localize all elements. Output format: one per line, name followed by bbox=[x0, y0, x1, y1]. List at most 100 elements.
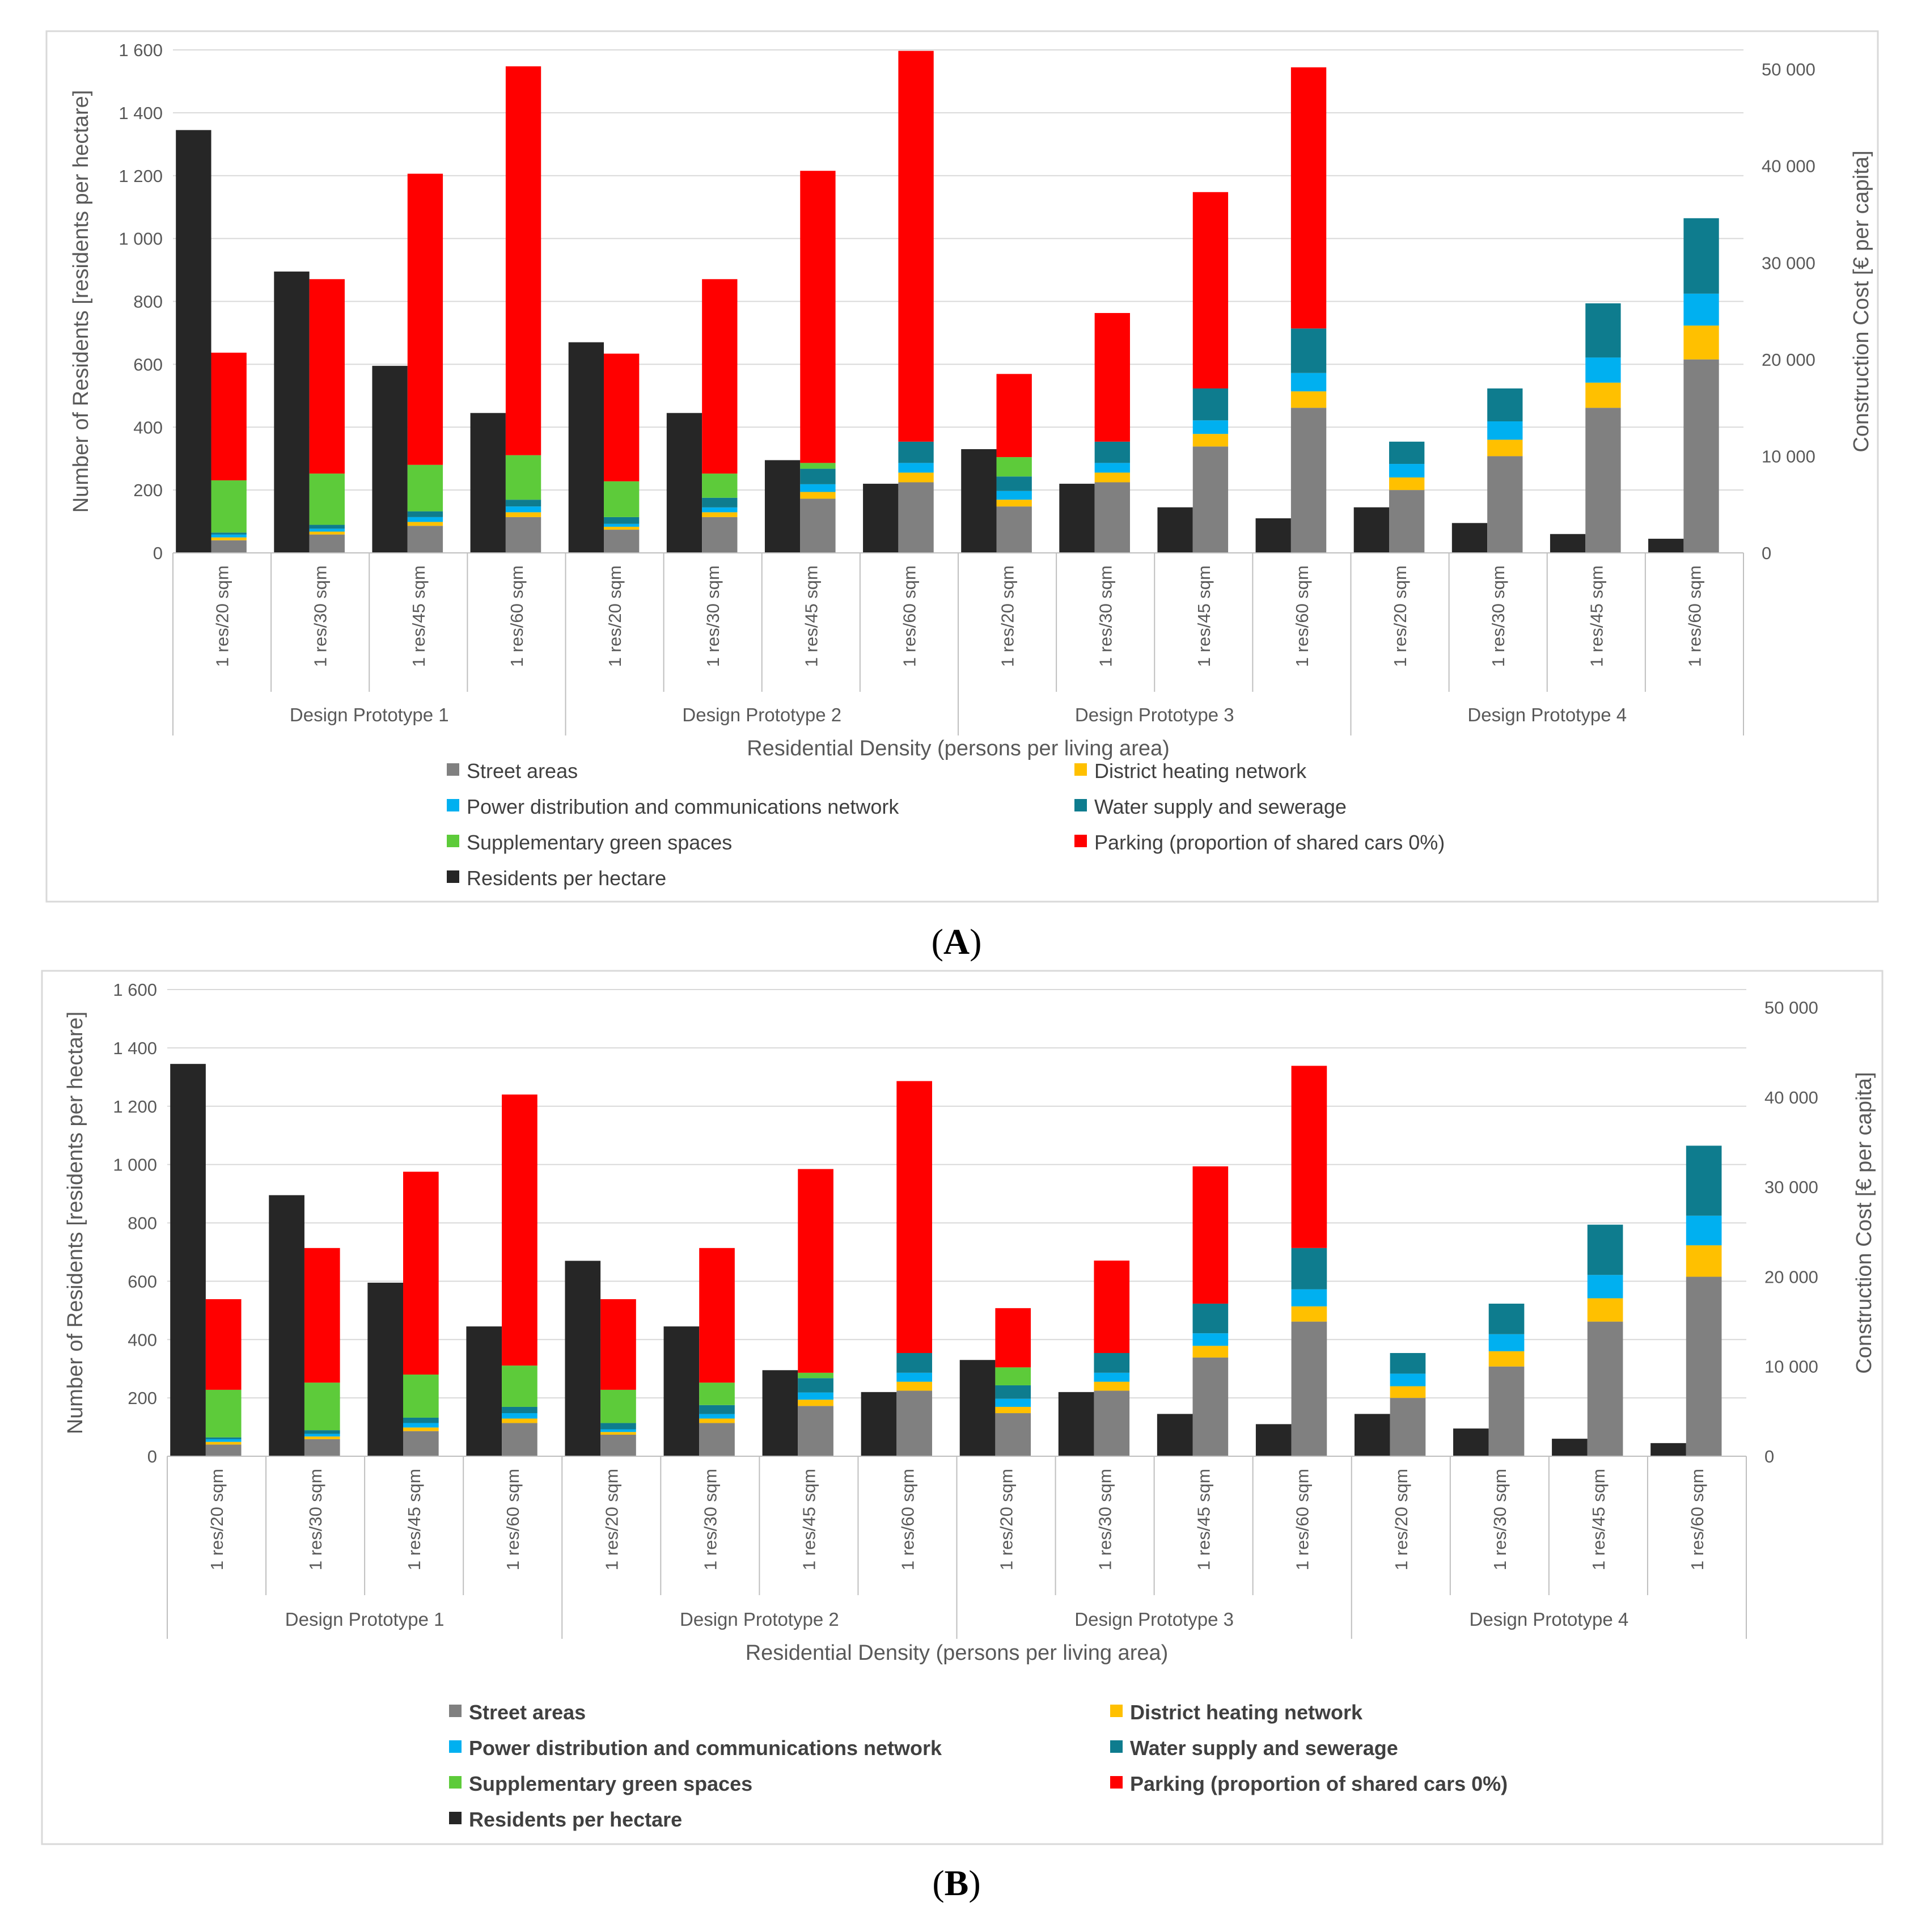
category-label: 1 res/30 sqm bbox=[306, 1469, 325, 1570]
heating-bar-segment bbox=[996, 500, 1032, 507]
power-bar-segment bbox=[1390, 1373, 1426, 1386]
parking-bar-segment bbox=[1291, 1066, 1327, 1248]
power-bar-segment bbox=[1488, 1334, 1525, 1351]
parking-bar-segment bbox=[407, 174, 443, 465]
category-label: 1 res/30 sqm bbox=[1095, 1469, 1115, 1570]
heating-bar-segment bbox=[1683, 325, 1719, 360]
street-bar-segment bbox=[798, 1406, 833, 1456]
category-label: 1 res/30 sqm bbox=[1490, 1469, 1510, 1570]
y-left-tick-label: 0 bbox=[147, 1447, 157, 1466]
water-bar-segment bbox=[1290, 328, 1327, 373]
parking-bar-segment bbox=[898, 50, 934, 442]
heating-legend-swatch bbox=[1110, 1705, 1123, 1717]
parking-bar-segment bbox=[205, 1299, 242, 1390]
heating-bar-segment bbox=[1488, 1351, 1525, 1367]
heating-bar-segment bbox=[211, 537, 247, 540]
y-left-tick-label: 1 400 bbox=[118, 103, 163, 123]
legend-label-parking: Parking (proportion of shared cars 0%) bbox=[1130, 1772, 1508, 1795]
heating-bar-segment bbox=[205, 1441, 242, 1445]
street-bar-segment bbox=[702, 517, 738, 553]
group-label: Design Prototype 2 bbox=[680, 1609, 839, 1630]
street-bar-segment bbox=[1389, 490, 1425, 553]
green-bar-segment bbox=[996, 457, 1032, 477]
water-bar-segment bbox=[1585, 303, 1621, 358]
parking-bar-segment bbox=[309, 279, 345, 474]
heating-bar-segment bbox=[1192, 1346, 1229, 1358]
water-bar-segment bbox=[604, 517, 640, 524]
heating-bar-segment bbox=[502, 1418, 537, 1423]
y-left-tick-label: 800 bbox=[128, 1214, 157, 1233]
parking-bar-segment bbox=[600, 1299, 636, 1390]
street-bar-segment bbox=[211, 540, 247, 553]
water-bar-segment bbox=[1291, 1248, 1327, 1290]
water-bar-segment bbox=[1683, 218, 1719, 294]
category-label: 1 res/45 sqm bbox=[799, 1469, 819, 1570]
x-axis-title: Residential Density (persons per living … bbox=[747, 737, 1170, 760]
power-bar-segment bbox=[798, 1392, 833, 1400]
residents-bar bbox=[1648, 539, 1684, 553]
parking-bar-segment bbox=[211, 352, 247, 481]
caption-b: (B) bbox=[932, 1863, 980, 1903]
group-label: Design Prototype 1 bbox=[285, 1609, 445, 1630]
parking-bar-segment bbox=[502, 1094, 537, 1366]
residents-bar bbox=[565, 1261, 601, 1456]
green-bar-segment bbox=[403, 1374, 439, 1418]
street-bar-segment bbox=[304, 1439, 340, 1456]
green-bar-segment bbox=[798, 1372, 833, 1379]
category-label: 1 res/60 sqm bbox=[1685, 565, 1704, 667]
group-label: Design Prototype 3 bbox=[1074, 1609, 1234, 1630]
residents-bar bbox=[961, 449, 997, 553]
y-right-tick-label: 20 000 bbox=[1762, 350, 1815, 370]
heating-bar-segment bbox=[898, 472, 934, 483]
category-label: 1 res/30 sqm bbox=[311, 565, 331, 667]
heating-bar-segment bbox=[604, 526, 640, 530]
parking-bar-segment bbox=[1192, 192, 1229, 389]
street-bar-segment bbox=[1192, 446, 1229, 553]
parking-bar-segment bbox=[798, 1169, 833, 1373]
category-label: 1 res/60 sqm bbox=[1687, 1469, 1707, 1570]
residents-bar bbox=[568, 342, 604, 553]
category-label: 1 res/45 sqm bbox=[801, 565, 821, 667]
y-right-tick-label: 30 000 bbox=[1762, 253, 1815, 273]
street-bar-segment bbox=[1094, 1390, 1130, 1456]
water-bar-segment bbox=[800, 468, 836, 484]
parking-bar-segment bbox=[995, 1308, 1031, 1368]
water-bar-segment bbox=[1389, 441, 1425, 464]
category-label: 1 res/20 sqm bbox=[213, 565, 232, 667]
residents-bar bbox=[1157, 507, 1193, 553]
green-bar-segment bbox=[702, 474, 738, 498]
water-bar-segment bbox=[1487, 388, 1523, 422]
street-bar-segment bbox=[800, 498, 836, 553]
parking-bar-segment bbox=[1290, 67, 1327, 329]
heating-bar-segment bbox=[403, 1427, 439, 1431]
y-left-tick-label: 1 000 bbox=[113, 1155, 157, 1175]
heating-bar-segment bbox=[304, 1436, 340, 1439]
residents-bar bbox=[1255, 518, 1291, 553]
legend-label-water: Water supply and sewerage bbox=[1130, 1736, 1398, 1760]
heating-bar-segment bbox=[505, 512, 541, 517]
y-right-tick-label: 0 bbox=[1762, 543, 1771, 563]
power-bar-segment bbox=[995, 1398, 1031, 1407]
water-bar-segment bbox=[211, 532, 247, 535]
power-bar-segment bbox=[1094, 1372, 1130, 1382]
power-bar-segment bbox=[898, 463, 934, 473]
power-bar-segment bbox=[309, 529, 345, 532]
residents-bar bbox=[663, 1326, 700, 1456]
legend-label-parking: Parking (proportion of shared cars 0%) bbox=[1094, 831, 1445, 854]
caption-a: (A) bbox=[932, 921, 982, 962]
parking-bar-segment bbox=[1094, 312, 1130, 442]
residents-bar bbox=[1157, 1414, 1193, 1456]
water-bar-segment bbox=[403, 1417, 439, 1423]
category-label: 1 res/20 sqm bbox=[997, 1469, 1017, 1570]
residents-bar bbox=[861, 1392, 897, 1456]
legend-label-heating: District heating network bbox=[1094, 759, 1307, 783]
legend-label-residents: Residents per hectare bbox=[467, 866, 666, 890]
heating-bar-segment bbox=[1094, 1381, 1130, 1391]
street-bar-segment bbox=[1290, 408, 1327, 553]
heating-bar-segment bbox=[1587, 1298, 1623, 1322]
power-bar-segment bbox=[1291, 1289, 1327, 1307]
category-label: 1 res/45 sqm bbox=[1194, 565, 1214, 667]
group-label: Design Prototype 4 bbox=[1467, 704, 1627, 725]
parking-bar-segment bbox=[604, 353, 640, 481]
y-left-tick-label: 1 400 bbox=[113, 1038, 157, 1058]
